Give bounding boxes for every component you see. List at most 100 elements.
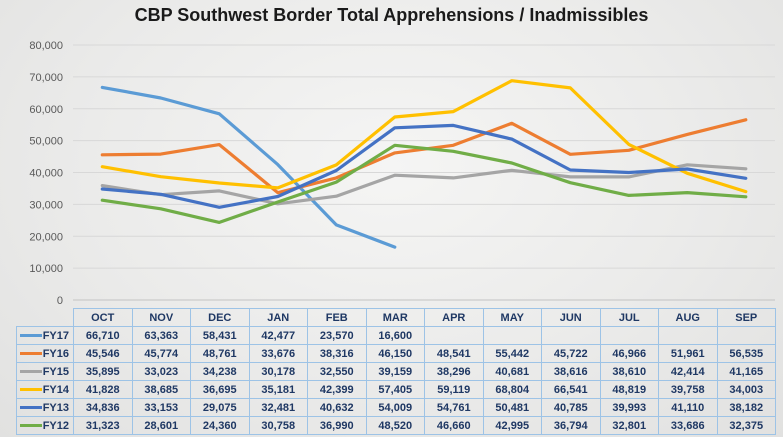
value-cell: 16,600 (365, 326, 425, 345)
value-cell (482, 326, 542, 345)
value-cell: 38,616 (541, 362, 601, 381)
month-header: SEP (716, 308, 776, 327)
value-cell: 54,009 (365, 398, 425, 417)
month-header: APR (424, 308, 484, 327)
series-name: FY16 (42, 347, 69, 360)
value-cell: 40,785 (541, 398, 601, 417)
data-table: OCT NOV DEC JAN FEB MAR APR MAY JUN JUL AUG SEP FY17… (16, 308, 776, 435)
value-cell: 40,632 (307, 398, 367, 417)
value-cell: 57,405 (365, 380, 425, 399)
value-cell: 38,316 (307, 344, 367, 363)
value-cell: 42,995 (482, 416, 542, 435)
legend-cell-fy16: FY16 (16, 344, 74, 363)
series-name: FY15 (42, 365, 69, 378)
value-cell: 41,110 (658, 398, 718, 417)
value-cell: 40,681 (482, 362, 542, 381)
series-line-fy13 (100, 123, 748, 209)
chart-title: CBP Southwest Border Total Apprehensions… (134, 5, 649, 25)
value-cell: 34,836 (73, 398, 133, 417)
value-cell: 28,601 (131, 416, 191, 435)
legend-line-swatch (19, 424, 42, 428)
legend-line-swatch (19, 406, 42, 410)
value-cell (658, 326, 718, 345)
y-axis-tick-label: 70,000 (29, 72, 63, 84)
series-name: FY14 (42, 383, 69, 396)
value-cell: 33,686 (658, 416, 718, 435)
table-row: FY16 45,546 45,774 48,761 33,676 38,316 46,150… (16, 344, 776, 363)
month-header: NOV (131, 308, 191, 327)
value-cell: 45,722 (541, 344, 601, 363)
month-header: JAN (248, 308, 308, 327)
value-cell (541, 326, 601, 345)
value-cell: 35,181 (248, 380, 308, 399)
value-cell: 32,375 (716, 416, 776, 435)
value-cell: 33,676 (248, 344, 308, 363)
value-cell: 32,550 (307, 362, 367, 381)
value-cell: 66,541 (541, 380, 601, 399)
series-line-fy12 (100, 143, 748, 224)
month-header: DEC (190, 308, 250, 327)
value-cell: 48,541 (424, 344, 484, 363)
legend-line-swatch (19, 352, 42, 356)
y-axis-tick-label: 50,000 (29, 136, 63, 148)
y-axis-tick-label: 30,000 (29, 199, 63, 211)
month-header: OCT (73, 308, 133, 327)
legend-line-swatch (19, 388, 42, 392)
month-header: FEB (307, 308, 367, 327)
value-cell: 51,961 (658, 344, 718, 363)
value-cell: 39,159 (365, 362, 425, 381)
value-cell: 23,570 (307, 326, 367, 345)
value-cell: 30,178 (248, 362, 308, 381)
table-row: FY17 66,710 63,363 58,431 42,477 23,570 16,600 (16, 326, 776, 345)
value-cell: 45,774 (131, 344, 191, 363)
y-axis-tick-label: 60,000 (29, 104, 63, 116)
month-header: MAR (365, 308, 425, 327)
series-name: FY17 (42, 329, 69, 342)
legend-cell-fy17: FY17 (16, 326, 74, 345)
month-header: JUL (599, 308, 659, 327)
value-cell: 38,296 (424, 362, 484, 381)
value-cell (599, 326, 659, 345)
legend-cell-fy14: FY14 (16, 380, 74, 399)
value-cell: 36,794 (541, 416, 601, 435)
table-corner-cell (17, 309, 74, 327)
legend-cell-fy15: FY15 (16, 362, 74, 381)
value-cell: 38,685 (131, 380, 191, 399)
value-cell (716, 326, 776, 345)
legend-line-swatch (19, 370, 42, 374)
value-cell: 34,003 (716, 380, 776, 399)
table-row: FY12 31,323 28,601 24,360 30,758 36,990 48,520… (16, 416, 776, 435)
value-cell: 30,758 (248, 416, 308, 435)
value-cell: 48,761 (190, 344, 250, 363)
value-cell: 46,966 (599, 344, 659, 363)
y-axis-tick-label: 20,000 (29, 231, 63, 243)
value-cell: 42,399 (307, 380, 367, 399)
value-cell: 58,431 (190, 326, 250, 345)
value-cell: 59,119 (424, 380, 484, 399)
table-header-row: OCT NOV DEC JAN FEB MAR APR MAY JUN JUL AUG SEP (17, 308, 776, 327)
value-cell: 39,993 (599, 398, 659, 417)
value-cell: 32,801 (599, 416, 659, 435)
y-axis-tick-label: 80,000 (29, 40, 63, 52)
value-cell: 33,023 (131, 362, 191, 381)
value-cell: 45,546 (73, 344, 133, 363)
value-cell: 54,761 (424, 398, 484, 417)
value-cell: 63,363 (131, 326, 191, 345)
series-line-fy14 (100, 79, 748, 194)
value-cell: 35,895 (73, 362, 133, 381)
value-cell: 32,481 (248, 398, 308, 417)
series-line-fy17 (100, 85, 397, 249)
month-header: MAY (482, 308, 542, 327)
y-axis-tick-label: 40,000 (29, 168, 63, 180)
series-line-fy15 (100, 163, 748, 206)
line-chart: 0 10,000 20,000 30,000 40,000 50,000 60,000 70,… (29, 40, 775, 307)
value-cell: 33,153 (131, 398, 191, 417)
value-cell: 46,150 (365, 344, 425, 363)
value-cell: 34,238 (190, 362, 250, 381)
value-cell: 29,075 (190, 398, 250, 417)
y-axis-tick-label: 0 (57, 295, 63, 307)
value-cell: 41,828 (73, 380, 133, 399)
value-cell: 42,414 (658, 362, 718, 381)
legend-cell-fy13: FY13 (16, 398, 74, 417)
